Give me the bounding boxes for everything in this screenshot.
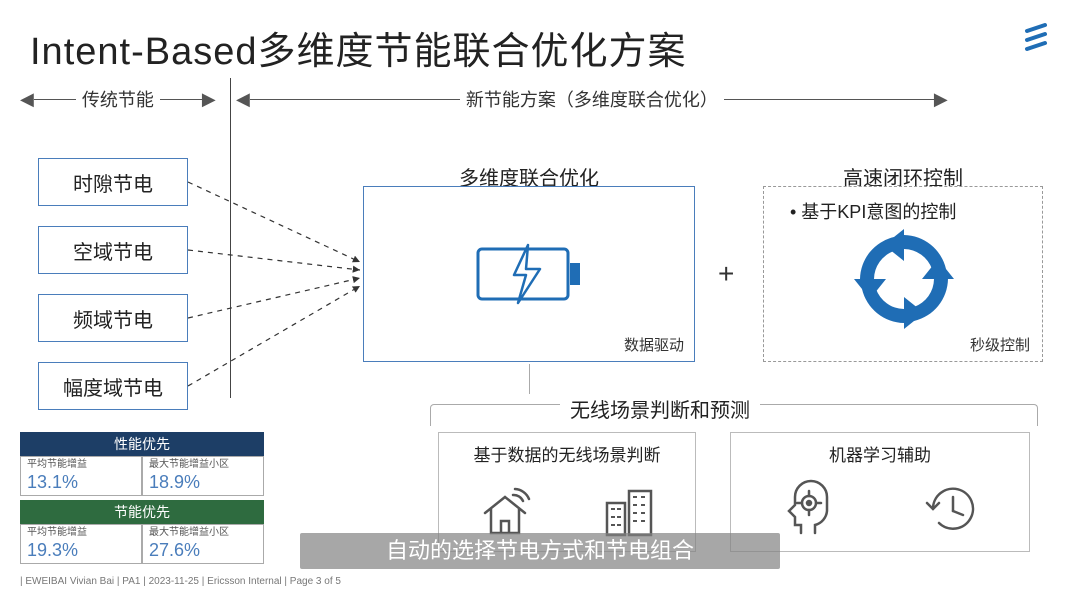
house-icon xyxy=(477,483,533,539)
center-box: 数据驱动 xyxy=(363,186,695,362)
slide: Intent-Based多维度节能联合优化方案 ◀ 传统节能 ▶ ◀ 新节能方案… xyxy=(0,0,1080,593)
section-label-right: ◀ 新节能方案（多维度联合优化） ▶ xyxy=(236,86,1056,112)
metric-header-2: 节能优先 xyxy=(20,500,264,524)
ml-head-icon xyxy=(779,479,839,539)
bottom-box-1-title: 基于数据的无线场景判断 xyxy=(439,433,695,466)
cycle-arrows-icon xyxy=(852,227,956,331)
right-box-bullet: • 基于KPI意图的控制 xyxy=(790,198,956,224)
battery-bolt-icon xyxy=(474,239,584,309)
page-title: Intent-Based多维度节能联合优化方案 xyxy=(30,20,686,75)
center-box-tag: 数据驱动 xyxy=(624,334,684,355)
right-box-tag: 秒级控制 xyxy=(970,334,1030,355)
metric-header-1: 性能优先 xyxy=(20,432,264,456)
buildings-icon xyxy=(601,483,657,539)
subtitle-caption: 自动的选择节电方式和节电组合 xyxy=(300,533,780,569)
trad-box-1: 时隙节电 xyxy=(38,158,188,206)
plus-sign: + xyxy=(718,258,734,290)
dashed-arrows-icon xyxy=(188,158,364,408)
trad-box-2: 空域节电 xyxy=(38,226,188,274)
metric-row-2: 平均节能增益19.3% 最大节能增益小区27.6% xyxy=(20,524,264,564)
bottom-section-label: 无线场景判断和预测 xyxy=(560,394,760,423)
clock-back-icon xyxy=(921,479,981,539)
trad-box-4: 幅度域节电 xyxy=(38,362,188,410)
connector-down xyxy=(529,364,530,394)
section-label-left: ◀ 传统节能 ▶ xyxy=(20,86,228,112)
ericsson-logo-icon xyxy=(1022,22,1052,52)
trad-box-3: 频域节电 xyxy=(38,294,188,342)
metric-row-1: 平均节能增益13.1% 最大节能增益小区18.9% xyxy=(20,456,264,496)
bottom-box-2-title: 机器学习辅助 xyxy=(731,433,1029,466)
footer-text: | EWEIBAI Vivian Bai | PA1 | 2023-11-25 … xyxy=(20,576,341,587)
